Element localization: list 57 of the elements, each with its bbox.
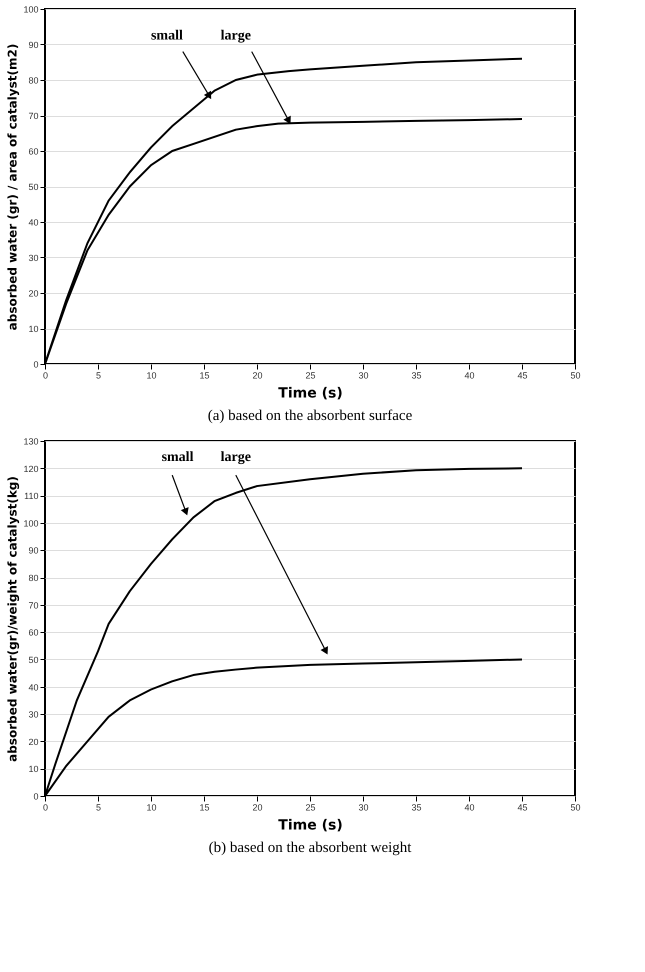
x-tick-label: 35: [411, 370, 422, 380]
text: (a) based on the absorbent surface: [208, 408, 413, 424]
y-tick-label: 60: [28, 628, 38, 638]
y-tick-label: 80: [28, 573, 38, 584]
y-tick-label: 0: [33, 792, 38, 802]
y-tick-label: 100: [23, 518, 38, 528]
x-tick-label: 50: [570, 802, 581, 812]
y-tick-label: 30: [28, 253, 38, 263]
y-tick-label: 40: [28, 682, 38, 692]
y-tick-label: 110: [24, 491, 38, 502]
y-tick-label: 70: [28, 600, 38, 610]
y-tick-label: 10: [28, 764, 38, 774]
x-tick-label: 0: [42, 802, 48, 812]
x-tick-label: 40: [464, 802, 475, 812]
text: large: [220, 450, 251, 466]
y-axis-title: absorbed water(gr)/weight of catalyst(kg): [5, 476, 20, 762]
y-tick-label: 10: [28, 324, 38, 334]
y-tick-label: 90: [28, 40, 38, 50]
x-tick-label: 5: [96, 370, 102, 380]
x-tick-label: 20: [252, 370, 263, 380]
y-tick-label: 120: [23, 464, 38, 474]
x-tick-label: 25: [305, 802, 316, 812]
text: (b) based on the absorbent weight: [208, 840, 412, 856]
text: small: [162, 450, 194, 466]
x-tick-label: 10: [146, 802, 157, 812]
y-tick-label: 60: [28, 146, 38, 156]
x-tick-label: 5: [96, 802, 102, 812]
x-axis-title: Time (s): [278, 818, 343, 834]
y-tick-label: 40: [28, 218, 38, 228]
x-tick-label: 45: [517, 370, 528, 380]
x-tick-label: 30: [358, 802, 369, 812]
x-tick-label: 15: [199, 370, 210, 380]
x-tick-label: 30: [358, 370, 369, 380]
text: small: [150, 28, 183, 44]
y-tick-label: 100: [23, 4, 38, 14]
x-tick-label: 25: [305, 370, 316, 380]
x-tick-label: 20: [252, 802, 263, 812]
y-tick-label: 50: [28, 182, 38, 192]
x-axis-title: Time (s): [278, 386, 343, 402]
x-tick-label: 40: [464, 370, 475, 380]
y-tick-label: 20: [28, 736, 38, 747]
y-tick-label: 50: [28, 654, 38, 665]
y-axis-title: absorbed water (gr) / area of catalyst(m2): [5, 44, 20, 330]
y-tick-label: 70: [28, 111, 38, 121]
y-tick-label: 130: [23, 436, 38, 446]
x-tick-label: 45: [517, 802, 528, 812]
y-tick-label: 0: [33, 360, 38, 370]
x-tick-label: 10: [146, 370, 157, 380]
x-tick-label: 0: [42, 370, 48, 380]
text: large: [220, 28, 251, 44]
y-tick-label: 90: [28, 546, 38, 556]
x-tick-label: 35: [411, 802, 422, 812]
y-tick-label: 30: [28, 710, 38, 720]
y-tick-label: 20: [28, 288, 38, 298]
x-tick-label: 15: [199, 802, 210, 812]
x-tick-label: 50: [570, 370, 581, 380]
y-tick-label: 80: [28, 76, 38, 86]
